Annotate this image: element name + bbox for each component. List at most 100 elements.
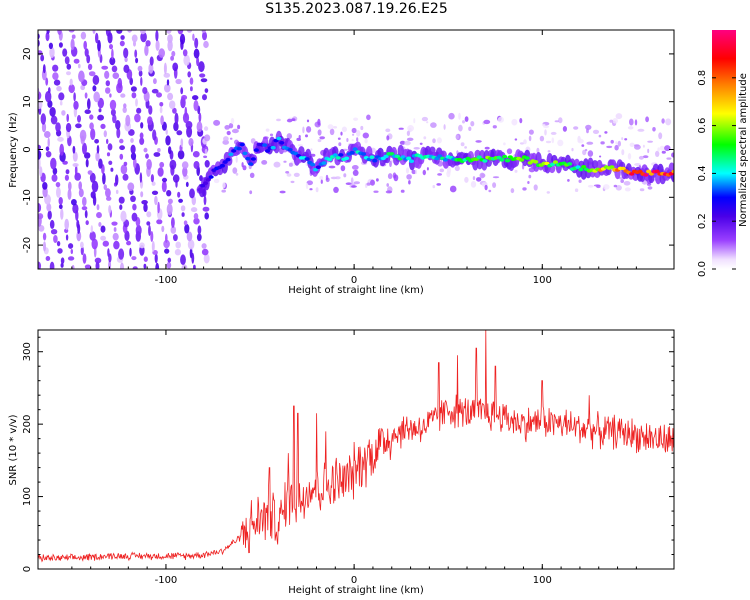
spectrogram-noise-cell bbox=[413, 147, 420, 150]
spectrogram-noise-cell bbox=[72, 145, 76, 154]
spectrogram-noise-cell bbox=[609, 119, 614, 123]
spectrogram-noise-cell bbox=[127, 182, 135, 191]
spectrogram-noise-cell bbox=[166, 79, 170, 86]
spectrogram-noise-cell bbox=[612, 118, 618, 124]
spectrogram-noise-cell bbox=[113, 227, 117, 232]
spectrogram-ridge-cell bbox=[338, 153, 344, 157]
spectrogram-ridge-cell bbox=[349, 150, 355, 155]
spectrogram-noise-cell bbox=[448, 112, 455, 120]
spectrogram-noise-cell bbox=[111, 48, 114, 60]
spectrogram-noise-cell bbox=[519, 142, 525, 145]
spectrogram-noise-cell bbox=[621, 149, 625, 156]
spectrogram-noise-cell bbox=[338, 142, 342, 147]
spectrogram-noise-cell bbox=[366, 182, 371, 186]
spectrogram-noise-cell bbox=[103, 130, 108, 138]
spectrogram-noise-cell bbox=[140, 122, 144, 129]
spectrogram-noise-cell bbox=[112, 114, 117, 124]
spectrogram-noise-cell bbox=[464, 146, 467, 149]
spectrogram-noise-cell bbox=[108, 260, 112, 269]
spectrogram-noise-cell bbox=[91, 180, 99, 193]
spectrogram-noise-cell bbox=[624, 138, 628, 141]
spectrogram-ridge-cell bbox=[205, 178, 211, 182]
spectrogram-noise-cell bbox=[658, 132, 663, 140]
spectrogram-noise-cell bbox=[64, 56, 70, 65]
spectrogram-noise-cell bbox=[80, 241, 84, 249]
spectrogram-ridge-cell bbox=[643, 173, 649, 177]
spectrogram-noise-cell bbox=[285, 171, 290, 174]
spectrogram-noise-cell bbox=[178, 198, 184, 203]
spectrogram-noise-cell bbox=[72, 163, 79, 167]
spectrogram-ridge-cell bbox=[406, 156, 412, 161]
spectrogram-noise-cell bbox=[333, 186, 339, 193]
spectrogram-noise-cell bbox=[106, 152, 111, 157]
spectrogram-noise-cell bbox=[49, 46, 55, 59]
spectrogram-noise-cell bbox=[87, 170, 93, 175]
spectrogram-ridge-cell bbox=[352, 147, 358, 151]
spectrogram-noise-cell bbox=[42, 182, 48, 190]
spectrogram-noise-cell bbox=[96, 204, 100, 211]
colorbar-tick-label: 0.4 bbox=[697, 165, 708, 181]
spectrogram-noise-cell bbox=[56, 85, 62, 92]
spectrogram-noise-cell bbox=[96, 212, 102, 219]
spectrogram-noise-cell bbox=[124, 230, 130, 242]
spectrogram-noise-cell bbox=[185, 181, 189, 187]
spectrogram-noise-cell bbox=[166, 190, 172, 197]
spectrogram-noise-cell bbox=[276, 118, 281, 122]
spectrogram-noise-cell bbox=[118, 196, 125, 204]
spectrogram-noise-cell bbox=[186, 126, 193, 138]
colorbar-tick-label: 0.6 bbox=[697, 118, 708, 134]
spectrogram-noise-cell bbox=[45, 31, 50, 42]
spectrogram-noise-cell bbox=[105, 80, 111, 87]
spectrogram-noise-cell bbox=[165, 233, 168, 243]
spectrogram-noise-cell bbox=[536, 147, 540, 154]
spectrogram-noise-cell bbox=[297, 144, 303, 147]
spectrogram-noise-cell bbox=[362, 132, 369, 139]
spectrogram-noise-cell bbox=[436, 137, 442, 144]
spectrogram-noise-cell bbox=[182, 49, 188, 57]
spectrogram-noise-cell bbox=[161, 177, 168, 183]
spectrogram-noise-cell bbox=[187, 239, 195, 250]
spectrogram-ridge-cell bbox=[315, 165, 321, 169]
spectrogram-noise-cell bbox=[182, 112, 190, 124]
spectrogram-noise-cell bbox=[288, 162, 293, 167]
spectrogram-ridge-cell bbox=[262, 143, 268, 147]
spectrogram-noise-cell bbox=[661, 150, 666, 154]
spectrogram-ridge-cell bbox=[442, 158, 448, 162]
spectrogram-noise-cell bbox=[172, 107, 177, 114]
spectrogram-noise-cell bbox=[123, 47, 129, 59]
spectrogram-noise-cell bbox=[250, 138, 256, 144]
spectrogram-noise-cell bbox=[164, 17, 169, 25]
spectrogram-noise-cell bbox=[167, 92, 174, 101]
spectrogram-noise-cell bbox=[458, 112, 461, 120]
spectrogram-noise-cell bbox=[62, 160, 68, 165]
spectrogram-noise-cell bbox=[171, 50, 176, 57]
spectrogram-ridge-cell bbox=[279, 141, 285, 145]
snr-x-tick-label: -100 bbox=[155, 575, 178, 586]
spectrogram-noise-cell bbox=[296, 137, 302, 141]
spectrogram-ridge-cell bbox=[533, 160, 539, 164]
spectrogram-noise-cell bbox=[139, 137, 145, 145]
spectrogram-noise-cell bbox=[167, 34, 173, 44]
spectrogram-noise-cell bbox=[132, 266, 138, 269]
spectrogram-ridge-cell bbox=[394, 154, 400, 159]
spectrogram-noise-cell bbox=[148, 63, 154, 74]
spectrogram-noise-cell bbox=[198, 61, 205, 73]
spectrogram-noise-cell bbox=[180, 254, 186, 265]
spectrogram-noise-cell bbox=[79, 129, 87, 142]
spectrogram-noise-cell bbox=[319, 176, 324, 180]
spectrogram-noise-cell bbox=[228, 123, 234, 129]
spectrogram-noise-cell bbox=[298, 135, 301, 139]
spectrogram-noise-cell bbox=[140, 191, 144, 198]
spectrogram-noise-cell bbox=[603, 184, 610, 190]
spectrogram-noise-cell bbox=[120, 93, 126, 98]
spectrogram-noise-cell bbox=[600, 141, 605, 145]
spectrogram-noise-cell bbox=[130, 195, 136, 202]
spectrogram-noise-cell bbox=[146, 221, 151, 226]
spectrogram-noise-cell bbox=[56, 17, 61, 27]
spectrogram-y-axis-title: Frequency (Hz) bbox=[8, 112, 19, 188]
spectrogram-noise-cell bbox=[69, 78, 73, 86]
spectrogram-noise-cell bbox=[49, 219, 55, 229]
spectrogram-noise-cell bbox=[174, 112, 179, 125]
spectrogram-noise-cell bbox=[386, 135, 390, 141]
